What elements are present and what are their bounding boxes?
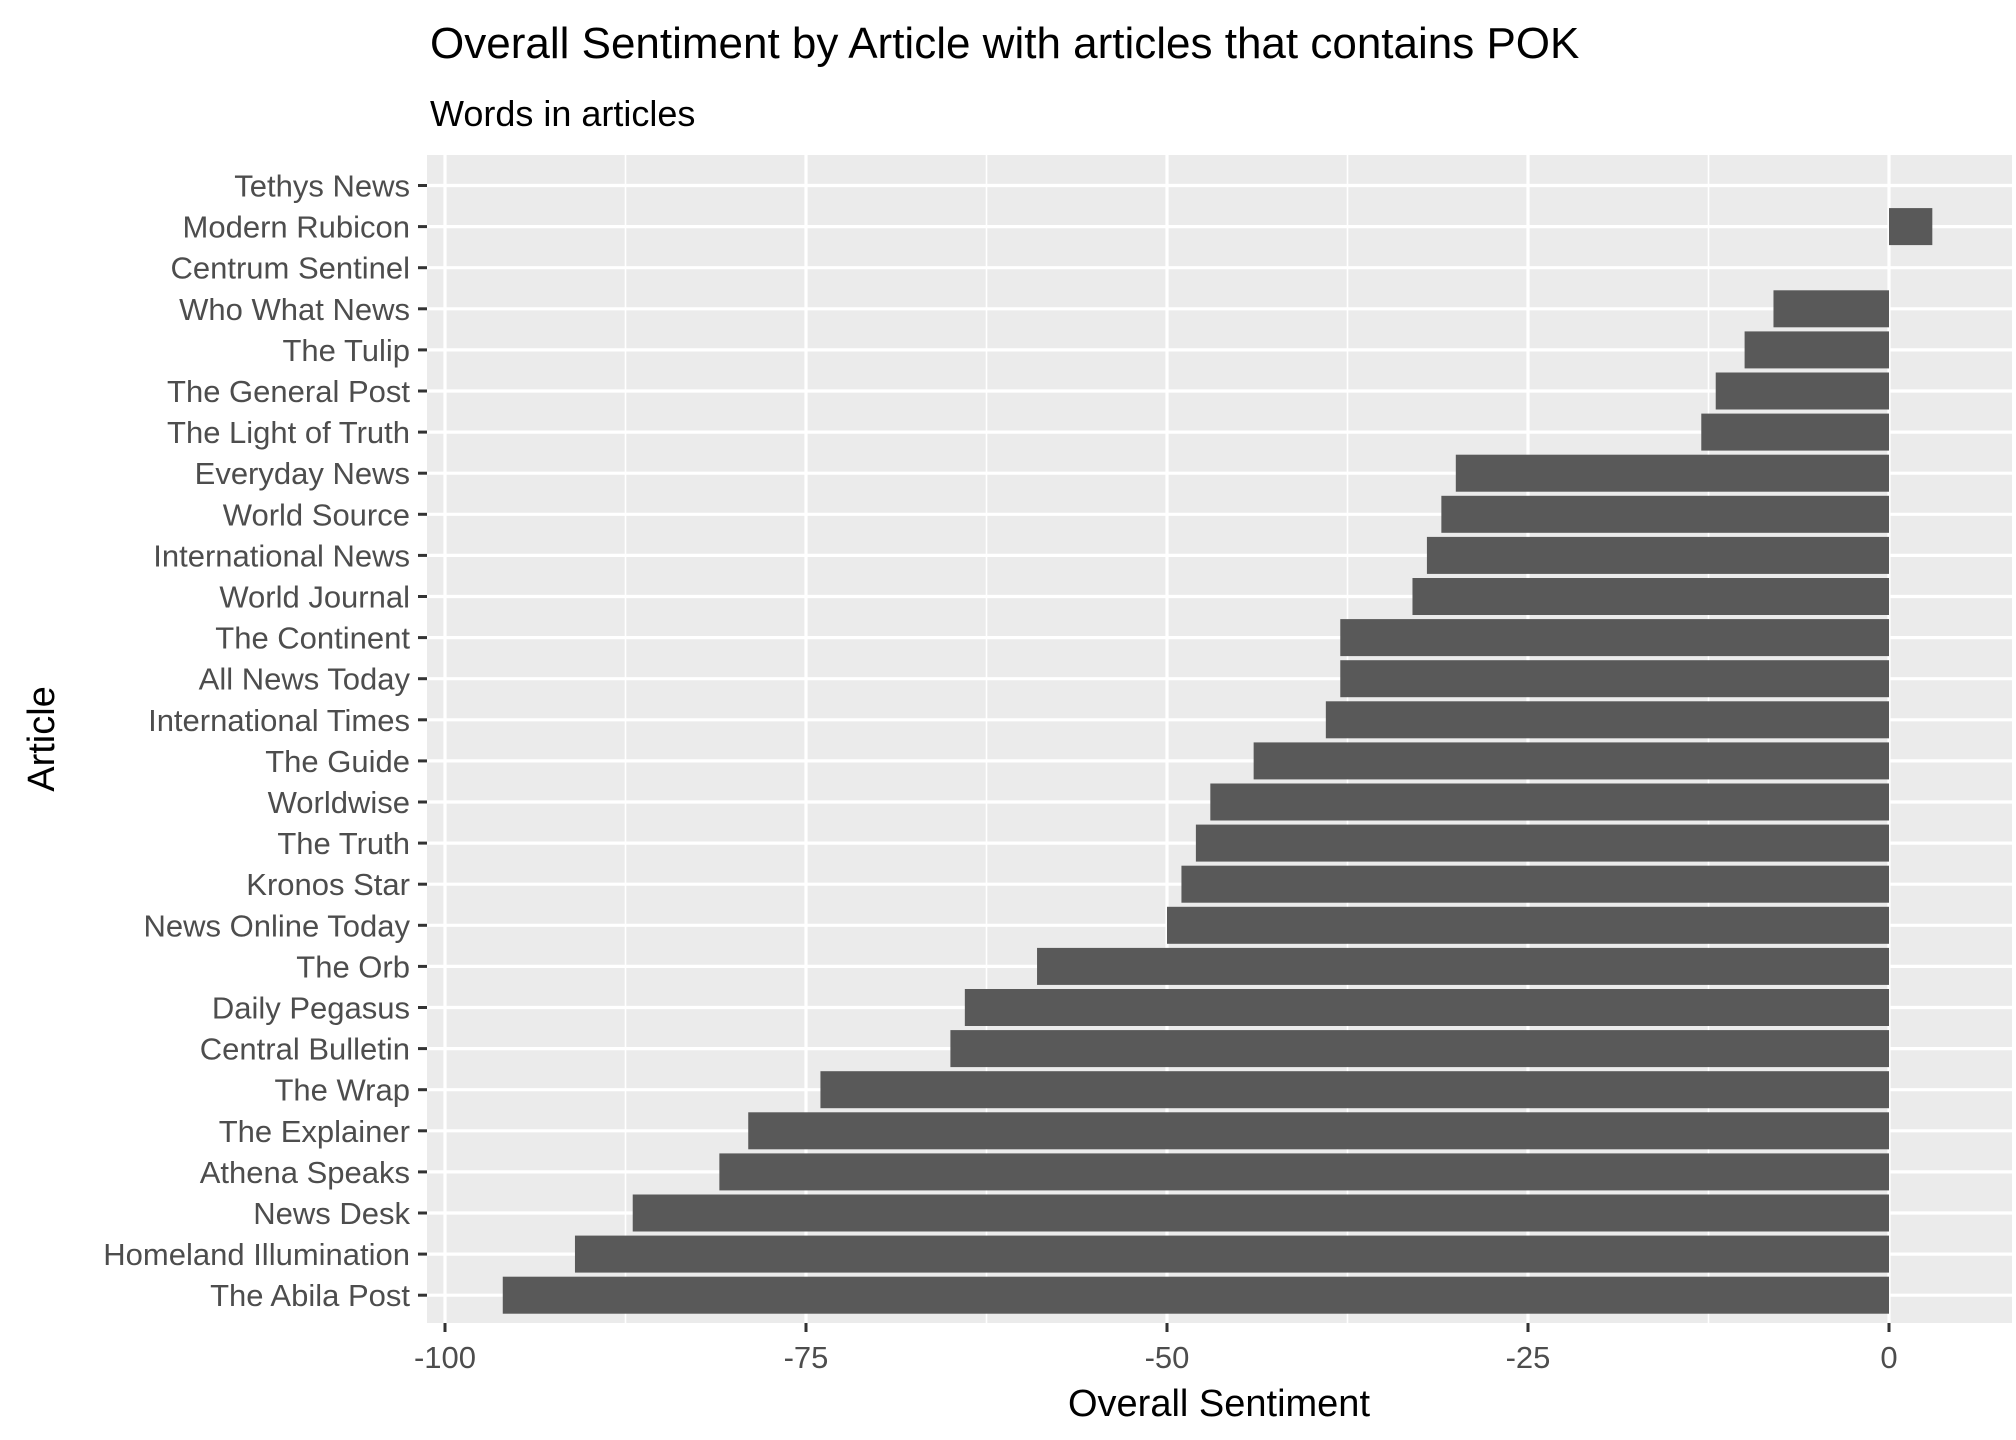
bar <box>1340 619 1889 657</box>
bar <box>502 1276 1889 1314</box>
x-tick-label: 0 <box>1880 1340 1897 1375</box>
y-tick-label: The Truth <box>277 826 410 861</box>
bar <box>1037 947 1889 985</box>
bar <box>1715 372 1889 410</box>
bar <box>1889 208 1933 246</box>
y-tick-label: News Desk <box>253 1196 410 1231</box>
y-tick-label: Kronos Star <box>246 867 410 902</box>
x-tick-label: -100 <box>414 1340 476 1375</box>
x-axis: -100 -75 -50 -25 0 <box>414 1323 1898 1375</box>
x-tick-label: -25 <box>1506 1340 1551 1375</box>
y-tick-label: The Wrap <box>274 1073 410 1108</box>
bar <box>1210 783 1889 821</box>
bars <box>502 208 1933 1314</box>
bar <box>1701 413 1889 451</box>
y-tick-label: Daily Pegasus <box>212 991 410 1026</box>
y-tick-label: International Times <box>148 703 410 738</box>
bar <box>1340 660 1889 698</box>
bar <box>1181 865 1889 903</box>
bar <box>1412 578 1889 615</box>
y-axis-title: Article <box>21 686 63 792</box>
y-tick-label: Who What News <box>179 292 410 327</box>
y-tick-label: Centrum Sentinel <box>170 251 410 286</box>
bar <box>574 1235 1890 1273</box>
bar <box>748 1112 1889 1150</box>
y-tick-label: International News <box>153 538 410 573</box>
y-tick-label: Everyday News <box>195 456 410 491</box>
y-tick-label: All News Today <box>199 662 411 697</box>
y-tick-label: World Journal <box>219 580 410 615</box>
x-axis-title: Overall Sentiment <box>1068 1383 1370 1425</box>
y-tick-label: Homeland Illumination <box>103 1237 410 1272</box>
bar <box>1744 331 1889 369</box>
y-tick-label: The General Post <box>167 374 410 409</box>
bar <box>1773 290 1889 328</box>
y-tick-label: Worldwise <box>268 785 410 820</box>
bar <box>1195 824 1889 862</box>
y-tick-label: Tethys News <box>234 169 410 204</box>
bar <box>1167 906 1889 944</box>
y-tick-label: Athena Speaks <box>200 1155 410 1190</box>
bar <box>632 1194 1889 1232</box>
bar <box>820 1071 1890 1109</box>
y-tick-label: The Light of Truth <box>167 415 410 450</box>
bar <box>1325 701 1889 739</box>
bar <box>1426 536 1889 574</box>
bar <box>719 1153 1889 1191</box>
chart-subtitle: Words in articles <box>430 93 695 134</box>
y-tick-label: World Source <box>223 497 410 532</box>
y-axis: Tethys News Modern Rubicon Centrum Sentine… <box>103 169 427 1313</box>
bar <box>1455 454 1889 492</box>
y-tick-label: Central Bulletin <box>200 1032 410 1067</box>
y-tick-label: The Continent <box>215 621 410 656</box>
y-tick-label: The Abila Post <box>210 1278 410 1313</box>
x-tick-label: -75 <box>784 1340 829 1375</box>
y-tick-label: The Orb <box>296 949 410 984</box>
y-tick-label: The Tulip <box>282 333 410 368</box>
bar <box>964 989 1889 1026</box>
chart-title: Overall Sentiment by Article with articl… <box>430 19 1579 68</box>
y-tick-label: Modern Rubicon <box>183 210 410 245</box>
bar <box>1253 742 1889 780</box>
y-tick-label: The Explainer <box>219 1114 410 1149</box>
x-tick-label: -50 <box>1145 1340 1190 1375</box>
bar <box>1441 495 1889 533</box>
y-tick-label: The Guide <box>265 744 410 779</box>
y-tick-label: News Online Today <box>143 908 410 943</box>
bar <box>950 1030 1889 1068</box>
